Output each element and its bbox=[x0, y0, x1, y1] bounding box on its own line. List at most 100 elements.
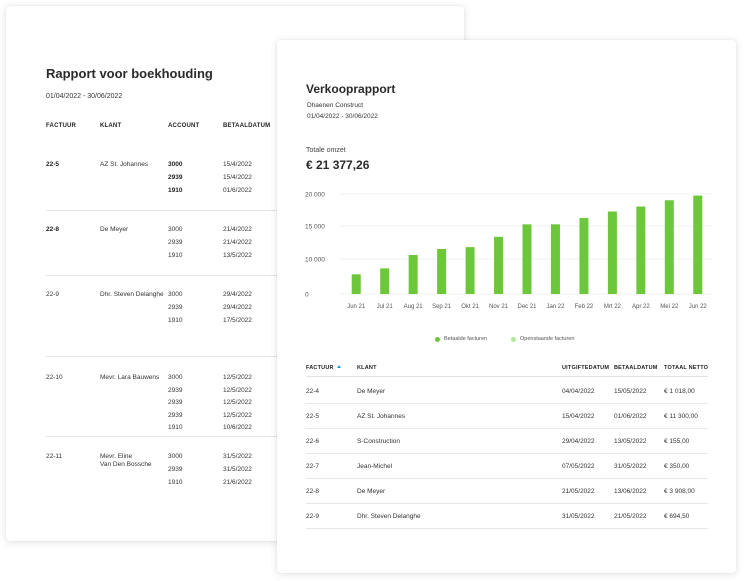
row-invoice: 22-6 bbox=[306, 438, 320, 445]
invoice-number[interactable]: 22-9 bbox=[46, 291, 60, 298]
row-issue-date: 21/05/2022 bbox=[562, 488, 595, 495]
row-invoice: 22-7 bbox=[306, 463, 320, 470]
bar-paid bbox=[579, 218, 589, 294]
row-pay-date: 13/06/2022 bbox=[614, 488, 647, 495]
payment-date: 12/5/2022 bbox=[223, 399, 252, 407]
bar-paid bbox=[437, 249, 447, 294]
payment-date: 12/5/2022 bbox=[223, 374, 252, 381]
table-row[interactable]: 22-4 De Meyer 04/04/2022 15/05/2022 € 1 018,… bbox=[306, 379, 708, 404]
payment-date: 10/6/2022 bbox=[223, 424, 252, 432]
col-header-account[interactable]: ACCOUNT bbox=[168, 123, 200, 129]
table-header-invoice-label: FACTUUR bbox=[306, 365, 334, 371]
account-number: 1910 bbox=[168, 424, 183, 432]
client-name: Van Den Bossche bbox=[100, 461, 152, 468]
row-client: AZ St. Johannes bbox=[357, 413, 406, 420]
table-header-total[interactable]: TOTAAL NETTO bbox=[664, 365, 709, 371]
account-number: 1910 bbox=[168, 479, 183, 486]
x-tick-label: Mrt 22 bbox=[604, 304, 622, 310]
legend-open[interactable]: Openstaande facturen bbox=[511, 336, 574, 342]
payment-date: 21/6/2022 bbox=[223, 479, 252, 486]
table-header-divider bbox=[306, 376, 708, 377]
x-tick-label: Feb 22 bbox=[575, 304, 594, 310]
x-tick-label: Jun 22 bbox=[689, 304, 708, 310]
bar-paid bbox=[550, 224, 560, 294]
row-pay-date: 21/05/2022 bbox=[614, 513, 647, 520]
bar-paid bbox=[465, 247, 475, 294]
group-divider bbox=[46, 275, 464, 276]
table-row[interactable]: 22-6 S-Construction 29/04/2022 13/05/2022 € … bbox=[306, 429, 708, 454]
account-number: 2939 bbox=[168, 411, 183, 419]
invoice-number[interactable]: 22-5 bbox=[46, 161, 60, 168]
group-divider bbox=[46, 356, 464, 357]
col-header-invoice[interactable]: FACTUUR bbox=[46, 123, 77, 129]
row-total: € 694,50 bbox=[664, 513, 690, 520]
table-row[interactable]: 22-5 AZ St. Johannes 15/04/2022 01/06/2022 €… bbox=[306, 404, 708, 429]
account-number: 1910 bbox=[168, 187, 183, 194]
account-number: 3000 bbox=[168, 291, 183, 298]
client-name: Mevr. Eline bbox=[100, 453, 133, 460]
payment-date: 15/4/2022 bbox=[223, 174, 252, 181]
x-tick-label: Apr 22 bbox=[632, 304, 650, 310]
legend-open-swatch bbox=[511, 336, 516, 342]
row-total: € 11 300,00 bbox=[664, 413, 698, 420]
row-total: € 155,00 bbox=[664, 438, 690, 445]
bar-paid bbox=[607, 211, 617, 294]
row-issue-date: 15/04/2022 bbox=[562, 413, 595, 420]
table-header-issue-date[interactable]: UITGIFTEDATUM bbox=[562, 365, 610, 371]
sales-report-card: Verkooprapport Dhaenen Construct 01/04/2… bbox=[277, 40, 736, 573]
invoice-number[interactable]: 22-11 bbox=[46, 453, 63, 460]
legend-paid[interactable]: Betaalde facturen bbox=[435, 336, 487, 342]
sales-report-title: Verkooprapport bbox=[306, 82, 396, 96]
bar-paid bbox=[408, 254, 418, 294]
payment-date: 12/5/2022 bbox=[223, 411, 252, 419]
account-number: 2939 bbox=[168, 386, 183, 394]
account-number: 2939 bbox=[168, 239, 183, 246]
client-name: Dhr. Steven Delanghe bbox=[100, 291, 164, 298]
account-number: 2939 bbox=[168, 399, 183, 407]
row-pay-date: 15/05/2022 bbox=[614, 388, 647, 395]
col-header-paydate[interactable]: BETAALDATUM bbox=[223, 123, 271, 129]
y-tick-label: 20 000 bbox=[305, 192, 325, 199]
account-number: 1910 bbox=[168, 252, 183, 259]
row-issue-date: 07/05/2022 bbox=[562, 463, 595, 470]
account-number: 3000 bbox=[168, 453, 183, 460]
account-number: 3000 bbox=[168, 161, 183, 168]
table-row[interactable]: 22-7 Jean-Michel 07/05/2022 31/05/2022 € 350… bbox=[306, 454, 708, 479]
row-client: Dhr. Steven Delanghe bbox=[357, 513, 421, 520]
y-tick-label: 0 bbox=[305, 292, 309, 299]
row-pay-date: 13/05/2022 bbox=[614, 438, 647, 445]
row-client: De Meyer bbox=[357, 488, 386, 495]
y-tick-label: 10 000 bbox=[305, 257, 325, 264]
table-header-pay-date[interactable]: BETAALDATUM bbox=[614, 365, 658, 371]
row-total: € 3 908,00 bbox=[664, 488, 695, 495]
x-tick-label: Aug 21 bbox=[404, 304, 424, 310]
x-tick-label: Mei 22 bbox=[660, 304, 679, 310]
table-row[interactable]: 22-8 De Meyer 21/05/2022 13/06/2022 € 3 908,… bbox=[306, 479, 708, 504]
client-name: AZ St. Johannes bbox=[100, 161, 149, 168]
invoice-number[interactable]: 22-10 bbox=[46, 374, 63, 381]
payment-date: 01/6/2022 bbox=[223, 187, 252, 194]
legend-open-label: Openstaande facturen bbox=[520, 336, 575, 342]
payment-date: 21/4/2022 bbox=[223, 226, 252, 233]
sort-ascending-icon[interactable] bbox=[336, 365, 341, 368]
table-header-invoice[interactable]: FACTUUR bbox=[306, 365, 341, 371]
total-revenue-value: € 21 377,26 bbox=[306, 158, 370, 172]
row-total: € 350,00 bbox=[664, 463, 690, 470]
table-row[interactable]: 22-9 Dhr. Steven Delanghe 31/05/2022 21/05/… bbox=[306, 504, 708, 529]
row-pay-date: 31/05/2022 bbox=[614, 463, 647, 470]
payment-date: 15/4/2022 bbox=[223, 161, 252, 168]
client-name: Mevr. Lara Bauwens bbox=[100, 374, 160, 381]
table-header-client[interactable]: KLANT bbox=[357, 365, 377, 371]
payment-date: 29/4/2022 bbox=[223, 304, 252, 311]
invoice-number[interactable]: 22-8 bbox=[46, 226, 60, 233]
legend-paid-label: Betaalde facturen bbox=[444, 336, 488, 342]
col-header-client[interactable]: KLANT bbox=[100, 123, 122, 129]
payment-date: 12/5/2022 bbox=[223, 386, 252, 394]
row-client: De Meyer bbox=[357, 388, 386, 395]
y-tick-label: 15 000 bbox=[305, 224, 325, 231]
legend-paid-swatch bbox=[435, 336, 440, 342]
row-issue-date: 29/04/2022 bbox=[562, 438, 595, 445]
row-invoice: 22-4 bbox=[306, 388, 320, 395]
bar-paid bbox=[636, 206, 646, 294]
x-tick-label: Dec 21 bbox=[517, 304, 537, 310]
